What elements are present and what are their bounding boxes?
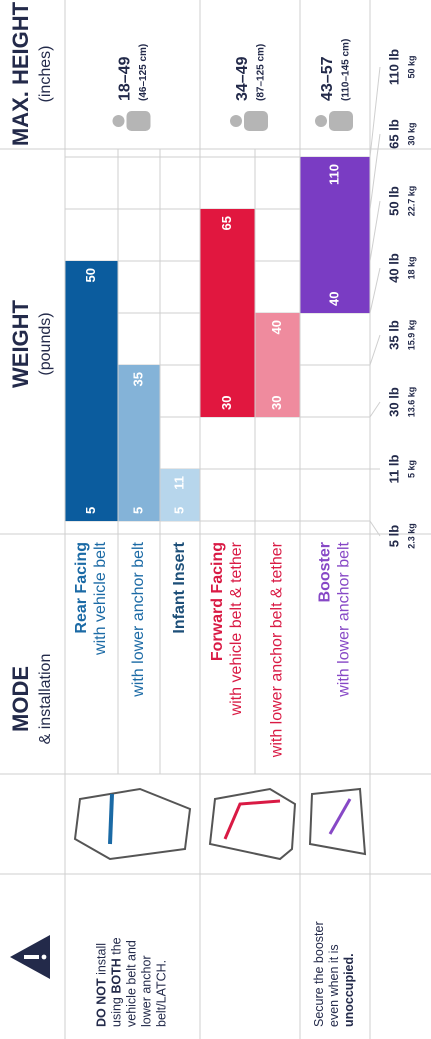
person-body (329, 111, 353, 131)
weight-bar (66, 261, 118, 521)
tick-kg: 15.9 kg (406, 320, 416, 351)
tick-label: 11 lb (386, 454, 401, 483)
tick-kg: 5 kg (406, 460, 416, 478)
tick-label: 35 lb (386, 320, 401, 350)
warning-line: even when it is (327, 944, 341, 1027)
person-head (315, 115, 327, 127)
bar-end-label: 50 (83, 268, 98, 282)
tick-kg: 13.6 kg (406, 387, 416, 418)
belt-rear (110, 794, 112, 844)
height-inches: 18–49 (117, 56, 134, 101)
tick-kg: 50 kg (406, 55, 416, 78)
height-inches: 43–57 (319, 56, 336, 101)
rotated-table: MODE & installation WEIGHT (pounds) MAX.… (0, 0, 431, 1039)
mode-name: Infant Insert (171, 541, 188, 633)
installation: with lower anchor belt & tether (269, 541, 286, 758)
tick-kg: 18 kg (406, 256, 416, 279)
warning-text: unoccupied. (342, 953, 356, 1027)
tick-label: 50 lb (386, 186, 401, 216)
tick-label: 5 lb (386, 525, 401, 547)
warning-line: using BOTH the (110, 937, 124, 1027)
tick-kg: 22.7 kg (406, 186, 416, 217)
tick-kg: 30 kg (406, 122, 416, 145)
warning-mark (24, 955, 39, 959)
height-cm: (87–125 cm) (256, 44, 267, 101)
warning-text: BOTH (110, 958, 124, 993)
tick-label: 65 lb (386, 119, 401, 149)
height-title: MAX. HEIGHT (8, 1, 33, 146)
warning-text: lower anchor (140, 955, 154, 1027)
person-body (244, 111, 268, 131)
installation: with vehicle belt & tether (228, 541, 245, 716)
warning-line: unoccupied. (342, 953, 356, 1027)
bar-start-label: 30 (269, 396, 284, 410)
person-body (127, 111, 151, 131)
bar-start-label: 5 (130, 507, 145, 514)
bar-end-label: 11 (171, 476, 186, 490)
person-head (230, 115, 242, 127)
height-cm: (110–145 cm) (341, 39, 352, 101)
warning-dot (42, 955, 47, 960)
weight-bar (119, 365, 160, 521)
mode-title: MODE (8, 666, 33, 732)
bar-start-label: 5 (171, 507, 186, 514)
bar-end-label: 110 (326, 164, 341, 185)
warning-text: Secure the booster (312, 921, 326, 1027)
tick-label: 110 lb (386, 49, 401, 85)
warning-line: lower anchor (140, 955, 154, 1027)
tick-label: 30 lb (386, 387, 401, 417)
warning-line: DO NOT install (95, 943, 109, 1027)
bar-start-label: 30 (219, 396, 234, 410)
height-cm: (46–125 cm) (138, 44, 149, 101)
warning-text: the (110, 937, 124, 958)
warning-text: even when it is (327, 944, 341, 1027)
bar-end-label: 65 (219, 216, 234, 230)
height-inches: 34–49 (234, 56, 251, 101)
weight-title: WEIGHT (8, 299, 33, 388)
installation: with vehicle belt (92, 541, 109, 656)
warning-text: belt/LATCH. (155, 960, 169, 1027)
warning-line: belt/LATCH. (155, 960, 169, 1027)
installation: with lower anchor belt (336, 541, 353, 697)
warning-text: DO NOT (95, 978, 109, 1027)
weight-bar (201, 209, 255, 417)
bar-end-label: 40 (269, 320, 284, 334)
warning-line: vehicle belt and (125, 940, 139, 1027)
mode-subtitle: & installation (37, 654, 54, 745)
tick-kg: 2.3 kg (406, 523, 416, 549)
bar-start-label: 5 (83, 507, 98, 514)
height-subtitle: (inches) (37, 46, 54, 103)
person-head (113, 115, 125, 127)
warning-line: Secure the booster (312, 921, 326, 1027)
warning-text: install (95, 943, 109, 978)
mode-name: Booster (317, 542, 334, 602)
bar-start-label: 40 (326, 292, 341, 306)
bar-end-label: 35 (130, 372, 145, 386)
tick-label: 40 lb (386, 253, 401, 283)
warning-text: vehicle belt and (125, 940, 139, 1027)
mode-name: Forward Facing (209, 542, 226, 661)
warning-text: using (110, 994, 124, 1027)
installation: with lower anchor belt (130, 541, 147, 697)
mode-name: Rear Facing (73, 542, 90, 634)
weight-subtitle: (pounds) (37, 312, 54, 375)
chart-page: MODE & installation WEIGHT (pounds) MAX.… (0, 0, 431, 1039)
